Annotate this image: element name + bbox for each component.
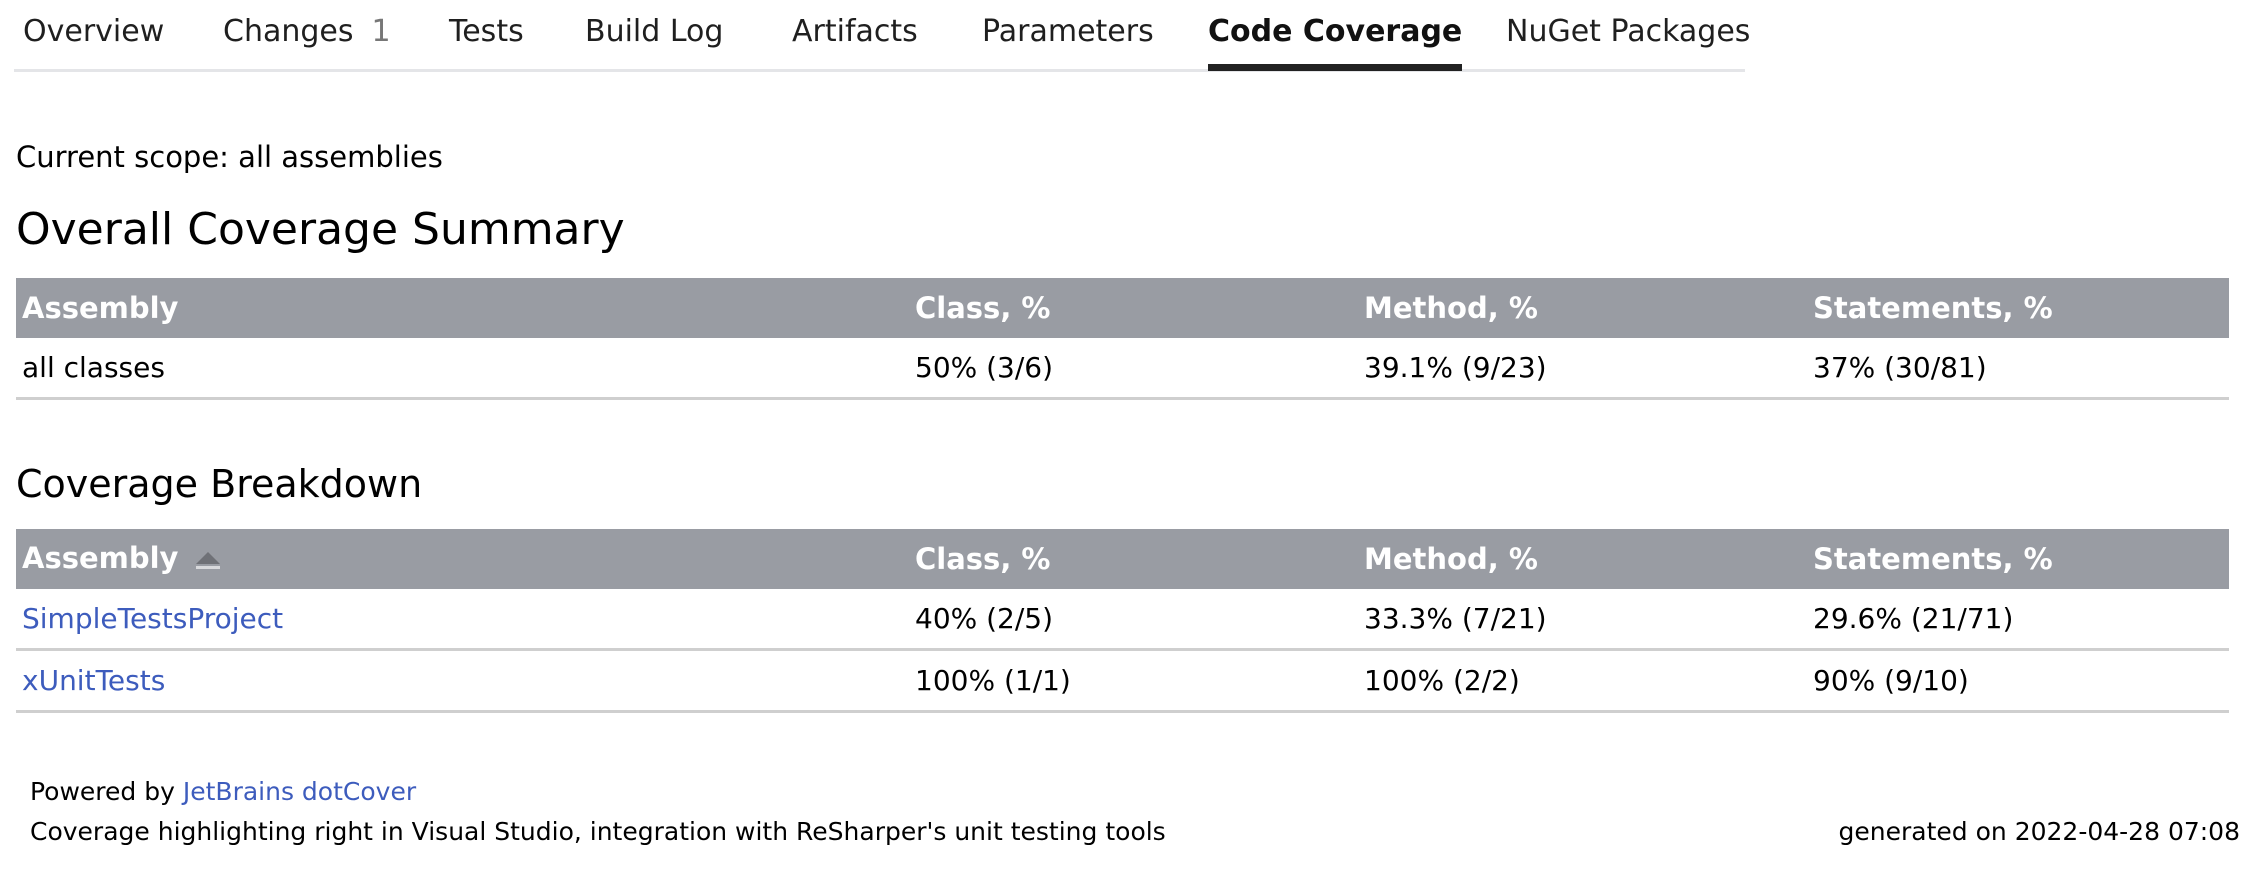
current-scope: Current scope: all assemblies	[16, 140, 443, 174]
header-assembly-sortable[interactable]: Assembly	[16, 529, 909, 589]
breakdown-title: Coverage Breakdown	[16, 462, 423, 506]
assembly-link[interactable]: SimpleTestsProject	[22, 602, 284, 635]
tagline: Coverage highlighting right in Visual St…	[30, 817, 1166, 846]
cell-class: 50% (3/6)	[909, 338, 1358, 400]
header-statements[interactable]: Statements, %	[1807, 529, 2229, 589]
cell-method: 33.3% (7/21)	[1358, 589, 1807, 651]
header-method[interactable]: Method, %	[1358, 529, 1807, 589]
dotcover-link[interactable]: JetBrains dotCover	[182, 777, 417, 806]
cell-method: 100% (2/2)	[1358, 649, 1807, 713]
table-header: Assembly Class, % Method, % Statements, …	[16, 529, 2229, 589]
tab-code-coverage[interactable]: Code Coverage	[1208, 14, 1463, 71]
assembly-link[interactable]: xUnitTests	[22, 664, 166, 697]
tab-overview[interactable]: Overview	[23, 14, 165, 49]
cell-method: 39.1% (9/23)	[1358, 338, 1807, 400]
cell-class: 100% (1/1)	[909, 649, 1358, 713]
table-row: xUnitTests 100% (1/1) 100% (2/2) 90% (9/…	[16, 649, 2229, 713]
cell-statements: 37% (30/81)	[1807, 338, 2229, 400]
table-row: all classes 50% (3/6) 39.1% (9/23) 37% (…	[16, 338, 2229, 400]
generated-timestamp: generated on 2022-04-28 07:08	[1838, 817, 2240, 846]
tab-label: Changes	[223, 14, 354, 49]
header-label: Assembly	[22, 541, 179, 575]
tab-parameters[interactable]: Parameters	[982, 14, 1154, 49]
tab-changes[interactable]: Changes 1	[223, 14, 391, 49]
header-statements: Statements, %	[1807, 278, 2229, 338]
changes-count-badge: 1	[371, 14, 391, 49]
tab-nuget-packages[interactable]: NuGet Packages	[1506, 14, 1751, 49]
summary-title: Overall Coverage Summary	[16, 204, 625, 255]
header-class: Class, %	[909, 278, 1358, 338]
tab-build-log[interactable]: Build Log	[585, 14, 724, 49]
cell-assembly: all classes	[16, 338, 909, 400]
table-header: Assembly Class, % Method, % Statements, …	[16, 278, 2229, 338]
cell-statements: 90% (9/10)	[1807, 649, 2229, 713]
header-assembly: Assembly	[16, 278, 909, 338]
summary-table: Assembly Class, % Method, % Statements, …	[16, 278, 2229, 400]
tab-bar: Overview Changes 1 Tests Build Log Artifa…	[14, 0, 1750, 72]
header-method: Method, %	[1358, 278, 1807, 338]
cell-statements: 29.6% (21/71)	[1807, 589, 2229, 651]
breakdown-table: Assembly Class, % Method, % Statements, …	[16, 529, 2229, 713]
sort-ascending-icon[interactable]	[194, 543, 222, 577]
tab-tests[interactable]: Tests	[449, 14, 524, 49]
tab-artifacts[interactable]: Artifacts	[792, 14, 918, 49]
header-class[interactable]: Class, %	[909, 529, 1358, 589]
footer: Powered by JetBrains dotCover Coverage h…	[30, 772, 1166, 852]
powered-by-label: Powered by	[30, 777, 175, 806]
cell-class: 40% (2/5)	[909, 589, 1358, 651]
table-row: SimpleTestsProject 40% (2/5) 33.3% (7/21…	[16, 589, 2229, 651]
